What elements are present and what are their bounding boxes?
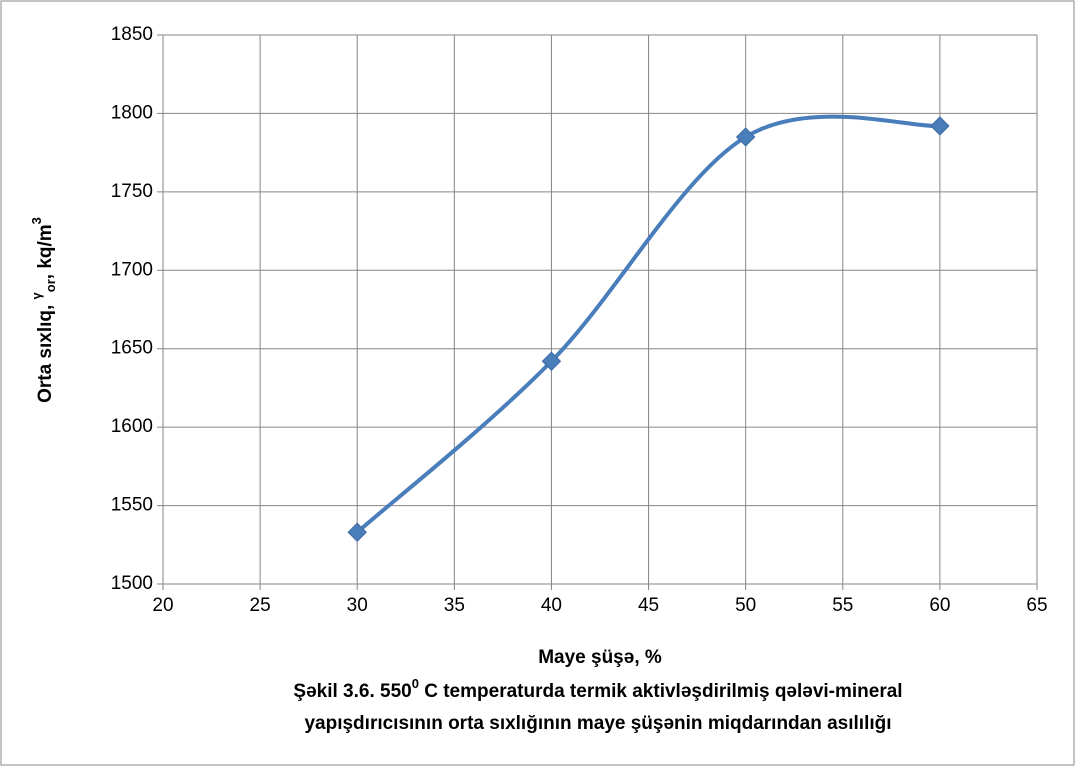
plot — [347, 114, 950, 542]
y-tick-label: 1750 — [111, 181, 153, 202]
data-point — [930, 116, 950, 136]
data-point — [541, 351, 562, 371]
x-tick-label: 35 — [444, 595, 465, 616]
caption-line-2: yapışdırıcısının orta sıxlığının maye şü… — [304, 713, 891, 734]
x-tick-label: 25 — [250, 595, 271, 616]
y-tick-label: 1600 — [111, 416, 153, 437]
caption-line-1: Şəkil 3.6. 5500 C temperaturda termik ak… — [293, 676, 902, 702]
caption-end: C temperaturda termik aktivləşdirilmiş q… — [419, 681, 903, 702]
data-point — [347, 522, 367, 542]
caption-start: Şəkil 3.6. 550 — [293, 681, 411, 702]
y-label-sub: or — [43, 279, 58, 292]
y-label-exp: 3 — [29, 217, 44, 224]
x-tick-label: 45 — [638, 595, 659, 616]
x-tick-label: 55 — [832, 595, 853, 616]
y-label-main: Orta sıxlıq, — [35, 299, 56, 402]
y-label-rest: , kq/m — [35, 224, 56, 279]
x-tick-label: 65 — [1026, 595, 1047, 616]
x-tick-label: 50 — [735, 595, 756, 616]
y-tick-label: 1650 — [111, 338, 153, 359]
caption-sup: 0 — [412, 676, 419, 691]
y-tick-label: 1700 — [111, 259, 153, 280]
y-tick-label: 1850 — [111, 24, 153, 45]
x-tick-label: 20 — [152, 595, 173, 616]
grid: 1500 1550 1600 1650 1700 1750 1800 1850 20 25 30 35… — [111, 24, 1048, 616]
x-axis-label: Maye şüşə, % — [538, 647, 662, 668]
y-axis-label: Orta sıxlıq, γor, kq/m3 — [29, 217, 58, 403]
x-tick-label: 30 — [347, 595, 368, 616]
x-tick-label: 60 — [929, 595, 950, 616]
y-tick-label: 1500 — [111, 573, 153, 594]
x-tick-label: 40 — [541, 595, 562, 616]
data-point — [735, 127, 756, 147]
y-tick-label: 1800 — [111, 102, 153, 123]
series-line — [355, 114, 942, 535]
y-tick-label: 1550 — [111, 495, 153, 516]
y-label-sup: γ — [29, 291, 44, 299]
